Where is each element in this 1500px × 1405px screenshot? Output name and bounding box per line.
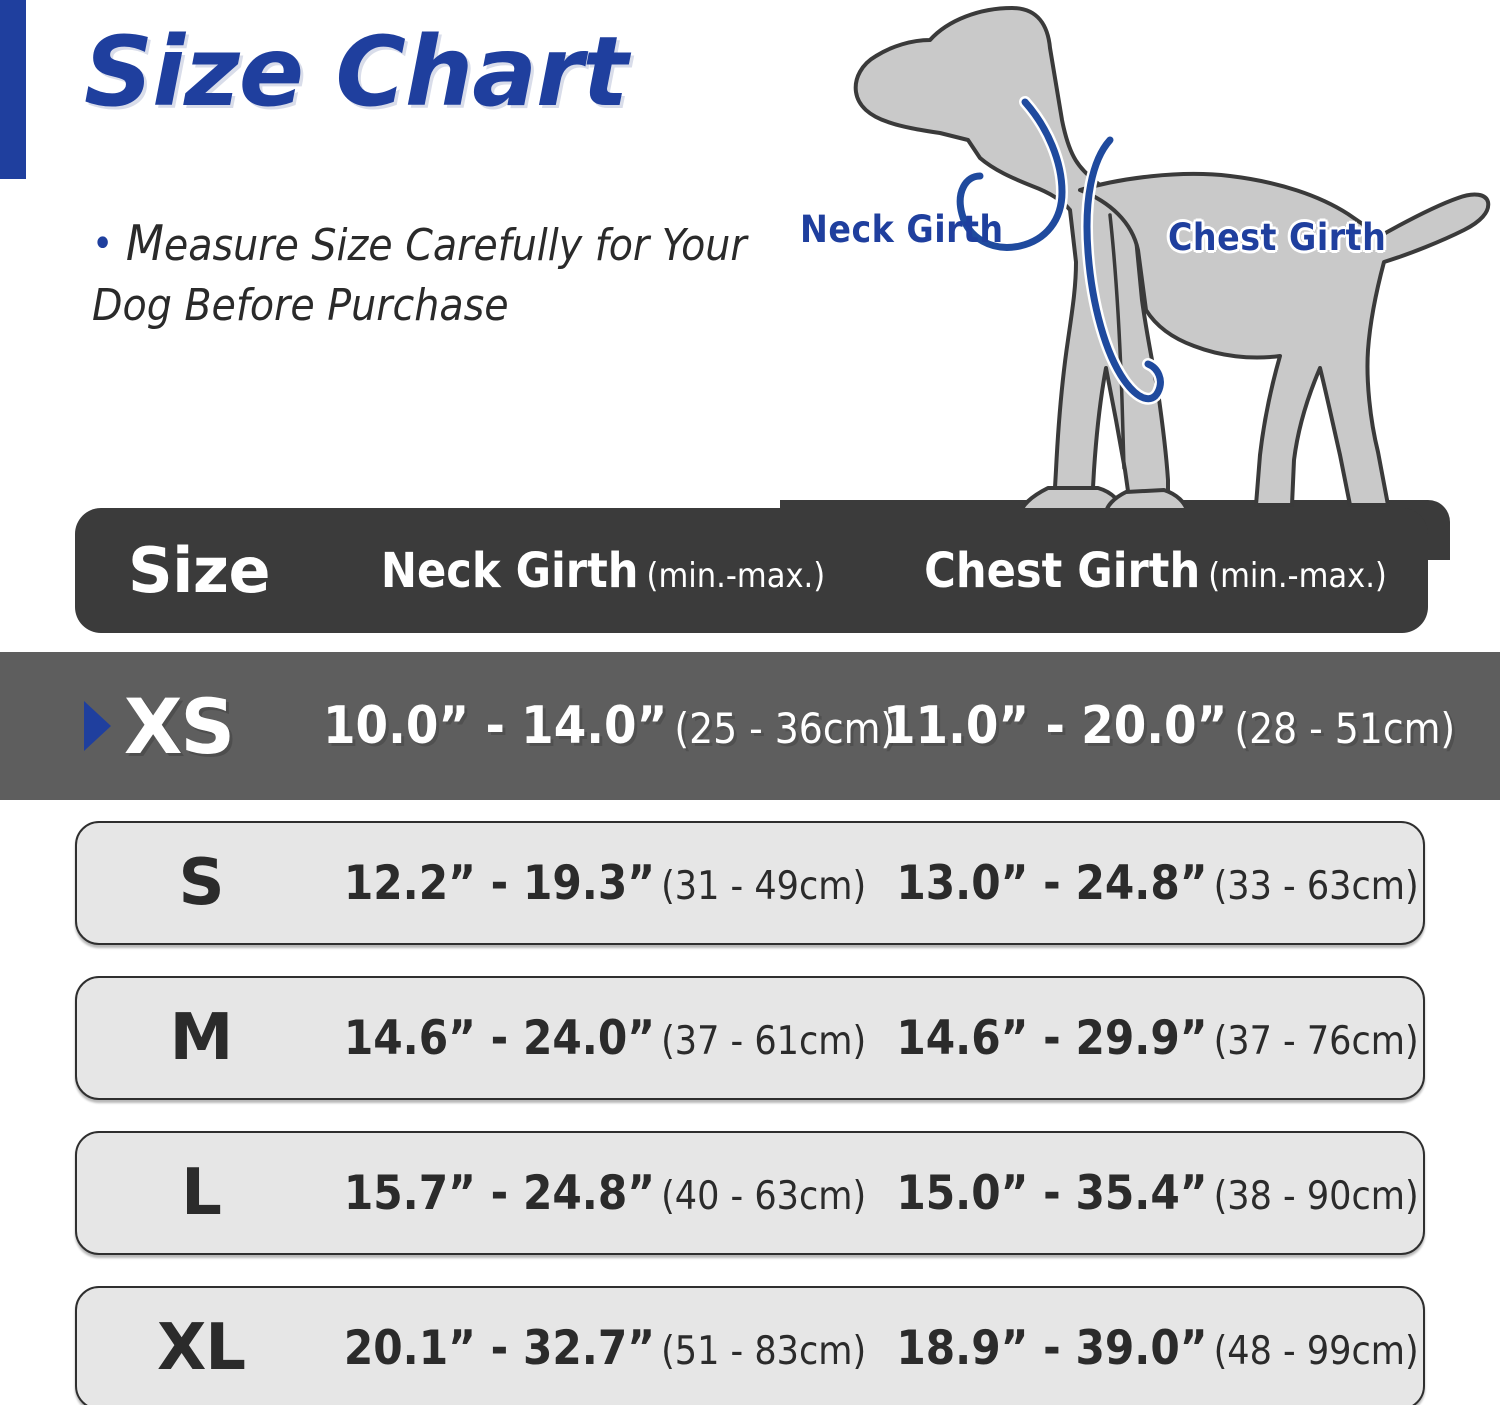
dog-illustration [780, 0, 1500, 560]
row-size-xs: XS [123, 681, 235, 771]
column-header-chest: Chest Girth (min.-max.) [883, 543, 1428, 599]
row-chest-cm-l: (38 - 90cm) [1213, 1173, 1419, 1219]
row-size-m: M [169, 1001, 234, 1075]
row-neck-cm-xl: (51 - 83cm) [661, 1328, 867, 1374]
row-neck-m: 14.6” - 24.0” (37 - 61cm) [325, 1011, 885, 1066]
column-header-neck-main: Neck Girth [380, 542, 639, 599]
column-header-size: Size [127, 534, 271, 607]
row-chest-cm-s: (33 - 63cm) [1213, 863, 1419, 909]
row-chest-l: 15.0” - 35.4” (38 - 90cm) [885, 1166, 1430, 1221]
row-neck-inches-l: 15.7” - 24.8” [343, 1165, 656, 1221]
row-neck-inches-xl: 20.1” - 32.7” [343, 1320, 656, 1376]
page-title: Size Chart [84, 16, 628, 128]
row-chest-xl: 18.9” - 39.0” (48 - 99cm) [885, 1321, 1430, 1376]
table-row-s[interactable]: S 12.2” - 19.3” (31 - 49cm) 13.0” - 24.8”… [75, 821, 1425, 945]
row-neck-s: 12.2” - 19.3” (31 - 49cm) [325, 856, 885, 911]
row-chest-xs: 11.0” - 20.0” (28 - 51cm) [883, 696, 1455, 756]
column-header-chest-sub: (min.-max.) [1208, 555, 1387, 596]
row-chest-cm-m: (37 - 76cm) [1213, 1018, 1419, 1064]
column-header-chest-main: Chest Girth [924, 542, 1201, 599]
title-accent-bar [0, 0, 26, 179]
row-size-xl: XL [156, 1311, 246, 1385]
table-row-xl[interactable]: XL 20.1” - 32.7” (51 - 83cm) 18.9” - 39.0… [75, 1286, 1425, 1405]
row-neck-inches-m: 14.6” - 24.0” [343, 1010, 656, 1066]
chest-girth-label: Chest Girth [1168, 216, 1387, 259]
neck-girth-label: Neck Girth [800, 208, 1004, 251]
row-chest-inches-s: 13.0” - 24.8” [896, 855, 1208, 911]
bullet-icon: • [92, 220, 114, 267]
row-neck-xl: 20.1” - 32.7” (51 - 83cm) [325, 1321, 885, 1376]
row-chest-cm-xs: (28 - 51cm) [1234, 704, 1456, 753]
row-chest-inches-m: 14.6” - 29.9” [896, 1010, 1208, 1066]
chest-girth-loop-stroke [1083, 136, 1164, 403]
row-chest-m: 14.6” - 29.9” (37 - 76cm) [885, 1011, 1430, 1066]
row-neck-cm-xs: (25 - 36cm) [674, 704, 896, 753]
row-neck-l: 15.7” - 24.8” (40 - 63cm) [325, 1166, 885, 1221]
dog-leg-divider [1108, 213, 1126, 470]
table-header-row: Size Neck Girth (min.-max.) Chest Girth (m… [75, 508, 1428, 633]
row-size-s: S [178, 846, 224, 920]
row-neck-inches-xs: 10.0” - 14.0” [323, 696, 668, 756]
note-lead-letter: M [125, 215, 164, 272]
row-chest-cm-xl: (48 - 99cm) [1213, 1328, 1419, 1374]
note-text: easure Size Carefully for Your Dog Befor… [92, 220, 747, 331]
row-neck-cm-s: (31 - 49cm) [661, 863, 867, 909]
row-chest-inches-xs: 11.0” - 20.0” [883, 696, 1228, 756]
column-header-neck: Neck Girth (min.-max.) [323, 543, 883, 599]
table-row-l[interactable]: L 15.7” - 24.8” (40 - 63cm) 15.0” - 35.4”… [75, 1131, 1425, 1255]
table-row-m[interactable]: M 14.6” - 24.0” (37 - 61cm) 14.6” - 29.9”… [75, 976, 1425, 1100]
row-neck-cm-m: (37 - 61cm) [661, 1018, 867, 1064]
row-chest-s: 13.0” - 24.8” (33 - 63cm) [885, 856, 1430, 911]
dog-hindquarters-shape [1078, 171, 1491, 507]
row-neck-xs: 10.0” - 14.0” (25 - 36cm) [323, 696, 895, 756]
row-neck-cm-l: (40 - 63cm) [661, 1173, 867, 1219]
measure-note: • Measure Size Carefully for Your Dog Be… [92, 212, 752, 335]
table-row-xs[interactable]: XS 10.0” - 14.0” (25 - 36cm) 11.0” - 20.0… [0, 652, 1500, 800]
row-chest-inches-l: 15.0” - 35.4” [896, 1165, 1208, 1221]
selected-row-marker-icon [84, 701, 111, 751]
column-header-neck-sub: (min.-max.) [646, 555, 826, 596]
row-chest-inches-xl: 18.9” - 39.0” [896, 1320, 1208, 1376]
neck-girth-loop-stroke [956, 98, 1066, 251]
row-neck-inches-s: 12.2” - 19.3” [343, 855, 656, 911]
row-size-l: L [181, 1156, 222, 1230]
